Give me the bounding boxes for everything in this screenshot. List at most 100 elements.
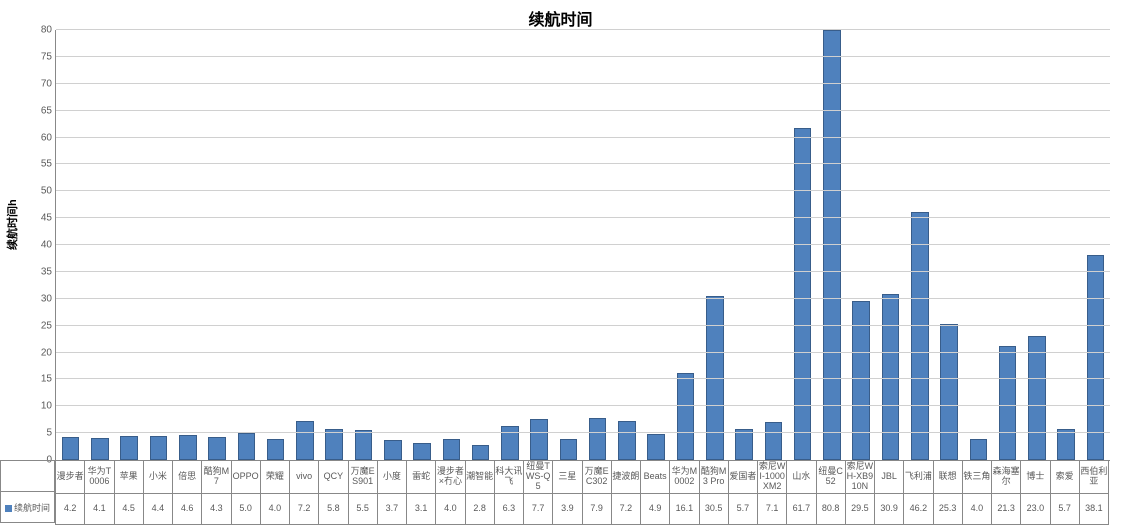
bar-slot xyxy=(173,30,202,460)
bar xyxy=(91,438,109,460)
bar xyxy=(267,439,285,461)
chart-container: 续航时间 续航时间h 05101520253035404550556065707… xyxy=(0,0,1121,528)
value-cell: 30.9 xyxy=(875,493,904,524)
bar-slot xyxy=(993,30,1022,460)
value-cell: 4.5 xyxy=(114,493,143,524)
bar xyxy=(560,439,578,460)
value-cell: 5.7 xyxy=(728,493,757,524)
bar-slot xyxy=(349,30,378,460)
bar xyxy=(940,324,958,460)
bar-slot xyxy=(583,30,612,460)
grid-line xyxy=(56,378,1110,379)
value-cell: 4.2 xyxy=(56,493,85,524)
category-header-blank xyxy=(1,461,55,492)
legend-header-table: 续航时间 xyxy=(0,460,55,523)
bar-slot xyxy=(437,30,466,460)
bar-slot xyxy=(115,30,144,460)
y-tick-label: 80 xyxy=(22,25,52,36)
category-cell: 漫步者×冇心 xyxy=(436,461,465,494)
value-cell: 3.1 xyxy=(407,493,436,524)
value-cell: 38.1 xyxy=(1079,493,1108,524)
bar xyxy=(882,294,900,460)
y-tick-label: 5 xyxy=(22,428,52,439)
value-cell: 7.7 xyxy=(524,493,553,524)
category-cell: 飞利浦 xyxy=(904,461,933,494)
grid-line xyxy=(56,298,1110,299)
value-cell: 46.2 xyxy=(904,493,933,524)
category-cell: 雷蛇 xyxy=(407,461,436,494)
grid-line xyxy=(56,56,1110,57)
bar-slot xyxy=(642,30,671,460)
grid-line xyxy=(56,325,1110,326)
value-cell: 4.0 xyxy=(260,493,289,524)
y-axis-label: 续航时间h xyxy=(4,199,20,250)
category-cell: 博士 xyxy=(1021,461,1050,494)
bar-slot xyxy=(1052,30,1081,460)
y-tick-label: 45 xyxy=(22,213,52,224)
category-cell: 万魔EC302 xyxy=(582,461,611,494)
bar xyxy=(999,346,1017,460)
y-tick-label: 50 xyxy=(22,186,52,197)
grid-line xyxy=(56,271,1110,272)
bar xyxy=(238,433,256,460)
category-cell: 漫步者 xyxy=(56,461,85,494)
value-cell: 7.1 xyxy=(758,493,787,524)
category-cell: 纽曼C52 xyxy=(816,461,845,494)
category-cell: 联想 xyxy=(933,461,962,494)
category-cell: QCY xyxy=(319,461,348,494)
bar xyxy=(120,436,138,460)
bar xyxy=(179,435,197,460)
category-cell: 纽曼TWS-Q5 xyxy=(524,461,553,494)
y-tick-label: 25 xyxy=(22,320,52,331)
bar xyxy=(296,421,314,460)
value-cell: 7.2 xyxy=(290,493,319,524)
category-cell: 华为M0002 xyxy=(670,461,699,494)
category-cell: 爱国者 xyxy=(728,461,757,494)
bar xyxy=(62,437,80,460)
bar-slot xyxy=(905,30,934,460)
bar xyxy=(677,373,695,460)
category-cell: vivo xyxy=(290,461,319,494)
bar-slot xyxy=(202,30,231,460)
bar-slot xyxy=(759,30,788,460)
y-tick-label: 60 xyxy=(22,132,52,143)
bar-slot xyxy=(671,30,700,460)
series-legend-cell: 续航时间 xyxy=(1,492,55,523)
bar xyxy=(530,419,548,460)
bar xyxy=(325,429,343,460)
value-cell: 61.7 xyxy=(787,493,816,524)
value-cell: 7.9 xyxy=(582,493,611,524)
legend-swatch xyxy=(5,505,12,512)
grid-line xyxy=(56,110,1110,111)
category-cell: 荣耀 xyxy=(260,461,289,494)
bar xyxy=(765,422,783,460)
bar-slot xyxy=(847,30,876,460)
bar xyxy=(1028,336,1046,460)
value-cell: 4.6 xyxy=(173,493,202,524)
value-cell: 7.2 xyxy=(611,493,640,524)
category-cell: 小米 xyxy=(143,461,172,494)
value-cell: 30.5 xyxy=(699,493,728,524)
bars-row xyxy=(56,30,1110,460)
bar-slot xyxy=(407,30,436,460)
value-cell: 5.0 xyxy=(231,493,260,524)
bar-slot xyxy=(378,30,407,460)
grid-line xyxy=(56,29,1110,30)
category-cell: 索尼WI-1000XM2 xyxy=(758,461,787,494)
category-cell: 酷狗M3 Pro xyxy=(699,461,728,494)
y-tick-label: 30 xyxy=(22,293,52,304)
category-cell: 铁三角 xyxy=(962,461,991,494)
value-cell: 5.5 xyxy=(348,493,377,524)
bar-slot xyxy=(729,30,758,460)
bar-slot xyxy=(817,30,846,460)
value-cell: 23.0 xyxy=(1021,493,1050,524)
value-cell: 4.1 xyxy=(85,493,114,524)
bar-slot xyxy=(1022,30,1051,460)
category-cell: 索爱 xyxy=(1050,461,1079,494)
bar xyxy=(1057,429,1075,460)
category-cell: 三星 xyxy=(553,461,582,494)
bar-slot xyxy=(144,30,173,460)
category-cell: JBL xyxy=(875,461,904,494)
category-cell: 西伯利亚 xyxy=(1079,461,1108,494)
bar-slot xyxy=(320,30,349,460)
